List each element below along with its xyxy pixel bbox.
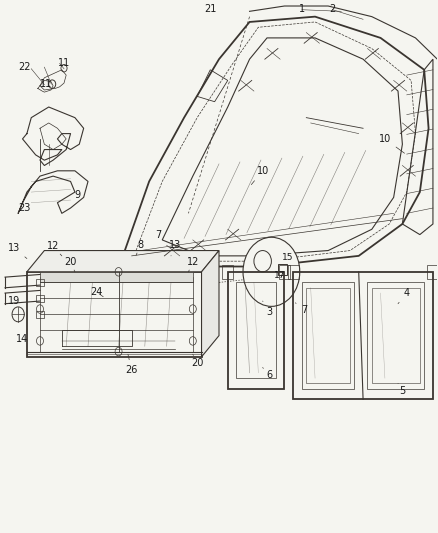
Text: 24: 24 [91,287,103,297]
Text: 7: 7 [295,303,307,315]
Text: 7: 7 [155,230,161,240]
Text: 8: 8 [136,240,144,255]
Polygon shape [201,251,219,357]
Text: 2: 2 [329,4,336,14]
Text: 12: 12 [187,257,199,272]
Polygon shape [40,272,193,282]
Text: 20: 20 [64,257,77,272]
Text: 13: 13 [8,243,27,259]
Text: 20: 20 [191,354,203,368]
Text: 26: 26 [126,354,138,375]
Text: 4: 4 [398,288,410,304]
Text: 11: 11 [40,79,53,89]
Text: 5: 5 [398,383,406,397]
Polygon shape [27,251,219,272]
Text: 10: 10 [251,166,269,184]
Text: 17: 17 [273,271,285,280]
Text: 21: 21 [204,4,216,14]
Text: 3: 3 [263,301,272,317]
Text: 6: 6 [263,368,272,381]
Text: 9: 9 [74,190,80,200]
Text: 11: 11 [58,59,70,68]
Text: 22: 22 [18,62,31,72]
Text: 23: 23 [18,203,31,213]
Text: 12: 12 [47,241,62,256]
Text: 10: 10 [379,134,405,153]
Text: 14: 14 [16,334,28,344]
Text: 13: 13 [169,240,181,256]
Text: 15: 15 [282,253,294,262]
Text: 1: 1 [299,4,305,14]
Circle shape [243,237,300,306]
Text: 19: 19 [8,296,20,306]
